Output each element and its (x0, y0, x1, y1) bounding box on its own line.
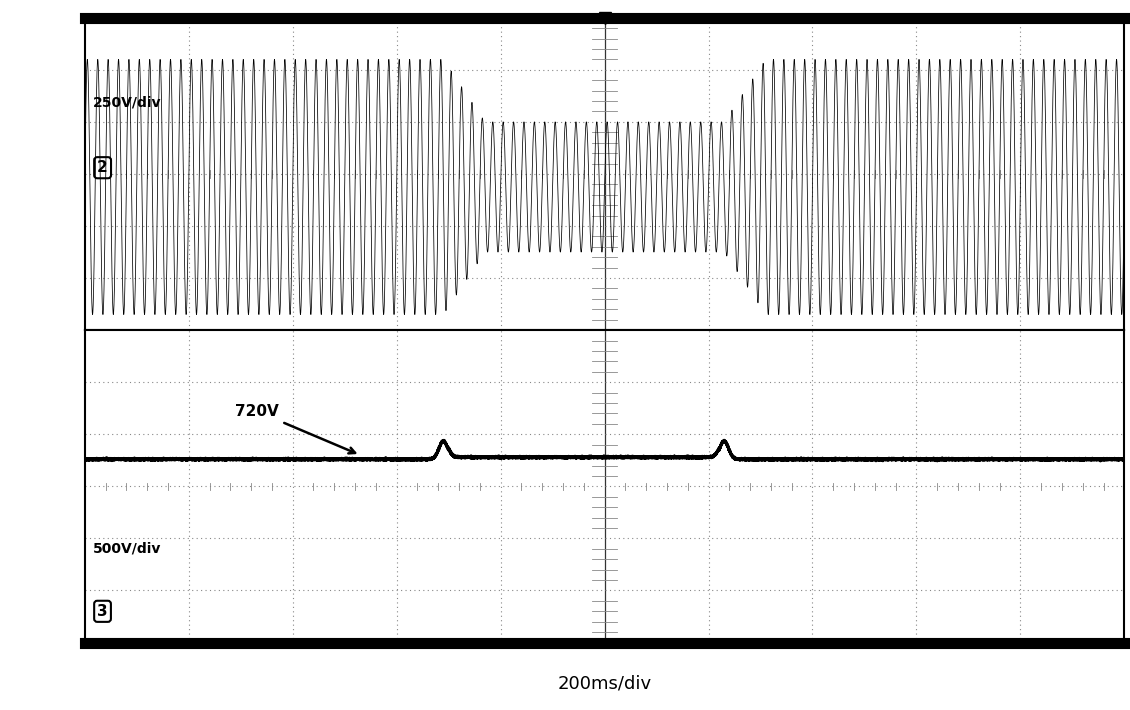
Text: 2: 2 (97, 160, 108, 175)
Text: 720V: 720V (235, 404, 355, 454)
Text: 200ms/div: 200ms/div (557, 674, 652, 692)
Text: 500V/div: 500V/div (93, 542, 162, 556)
Text: 250V/div: 250V/div (93, 95, 162, 109)
Text: 3: 3 (97, 604, 107, 619)
